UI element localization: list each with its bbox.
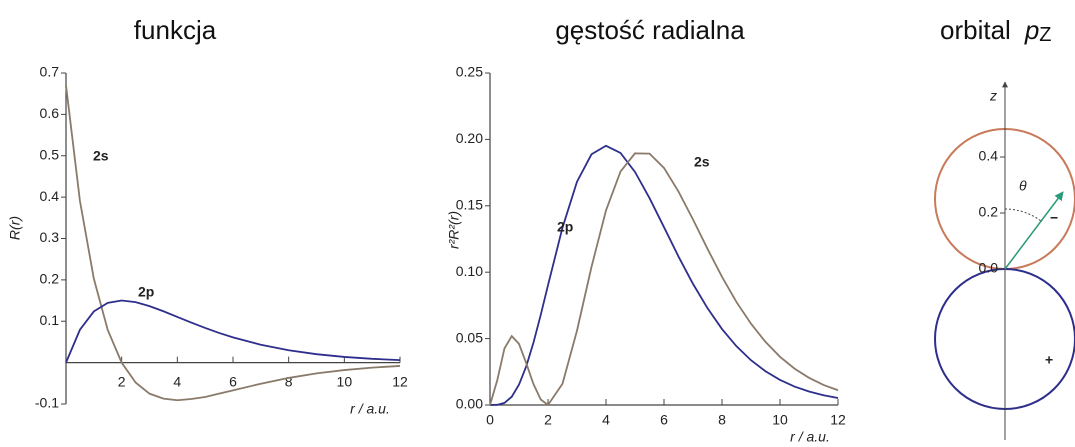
legend-label: 2p <box>557 219 573 235</box>
x-tick-label: 8 <box>285 373 293 389</box>
y-tick-label: 0.15 <box>456 197 483 213</box>
chart-title: gęstość radialna <box>555 15 745 45</box>
y-tick-label: -0.1 <box>35 395 59 411</box>
legend-label: 2s <box>694 154 710 170</box>
x-tick-label: 4 <box>602 412 610 428</box>
x-tick-label: 6 <box>660 412 668 428</box>
radius-arrow <box>1004 191 1064 270</box>
y-axis-label: R(r) <box>7 216 23 240</box>
x-axis-label: r / a.u. <box>350 401 390 417</box>
y-tick-label: 0.0 <box>979 260 999 276</box>
x-tick-label: 10 <box>772 412 788 428</box>
x-tick-label: 2 <box>118 373 126 389</box>
lobe-sign: − <box>1050 210 1058 226</box>
lobe-sign: + <box>1045 352 1053 368</box>
y-tick-label: 0.4 <box>40 188 60 204</box>
x-tick-label: 10 <box>337 373 353 389</box>
title-subscript: Z <box>1039 24 1051 46</box>
y-tick-label: 0.5 <box>40 146 60 162</box>
y-tick-label: 0.1 <box>40 312 60 328</box>
series-line <box>65 299 401 363</box>
angle-arc <box>1004 208 1042 222</box>
legend-label: 2p <box>138 284 154 300</box>
series-line <box>489 152 839 407</box>
y-tick-label: 0.3 <box>40 229 60 245</box>
x-tick-label: 0 <box>486 412 494 428</box>
angle-label: θ <box>1019 178 1027 194</box>
y-tick-label: 0.00 <box>456 396 483 412</box>
y-tick-label: 0.6 <box>40 105 60 121</box>
y-tick-label: 0.2 <box>979 204 999 220</box>
y-tick-label: 0.7 <box>40 64 60 80</box>
x-tick-label: 12 <box>830 412 846 428</box>
title-symbol: p <box>1024 15 1039 45</box>
x-tick-label: 12 <box>392 373 408 389</box>
series-line <box>489 144 839 406</box>
x-tick-label: 8 <box>718 412 726 428</box>
y-tick-label: 0.2 <box>40 271 60 287</box>
legend-label: 2s <box>93 148 109 164</box>
series-line <box>65 85 401 402</box>
y-tick-label: 0.25 <box>456 64 483 80</box>
x-tick-label: 2 <box>544 412 552 428</box>
y-tick-label: 0.4 <box>979 148 999 164</box>
y-tick-label: 0.05 <box>456 329 483 345</box>
x-tick-label: 6 <box>229 373 237 389</box>
title-text: orbital <box>940 15 1011 45</box>
chart-title: funkcja <box>134 15 217 45</box>
y-tick-label: 0.10 <box>456 263 483 279</box>
z-axis-label: z <box>989 88 997 104</box>
y-axis-label: r²R²(r) <box>446 211 462 249</box>
y-tick-label: 0.20 <box>456 130 483 146</box>
x-axis-label: r / a.u. <box>790 429 830 445</box>
x-tick-label: 4 <box>173 373 181 389</box>
chart-title: orbital pZ <box>940 15 1052 46</box>
